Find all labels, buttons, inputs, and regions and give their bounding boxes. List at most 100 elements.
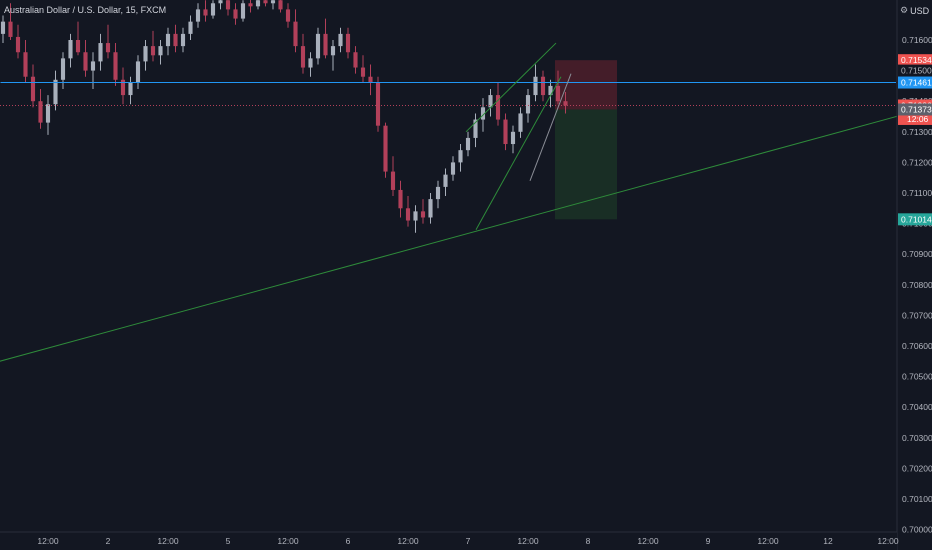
candle-body — [135, 61, 141, 83]
candle-body — [368, 76, 373, 83]
candle — [353, 46, 358, 74]
candle — [263, 0, 268, 7]
candle-body — [525, 95, 531, 114]
candle-body — [330, 46, 336, 56]
candle — [300, 33, 306, 74]
candle-body — [90, 61, 96, 71]
candle-body — [315, 33, 321, 59]
candle-body — [53, 79, 58, 105]
candle-body — [323, 33, 328, 56]
price-badge-label-target: 0.71014 — [901, 214, 932, 224]
candle — [105, 24, 111, 59]
candle-body — [83, 52, 88, 71]
currency-button[interactable]: ⚙ USD — [900, 4, 930, 17]
candle-body — [540, 76, 546, 96]
candle-body — [68, 40, 73, 59]
candle — [23, 40, 28, 83]
candle-body — [428, 199, 433, 218]
candle — [128, 76, 133, 105]
price-badge-stop — [898, 54, 932, 67]
candle-body — [420, 211, 426, 218]
candle — [420, 199, 426, 224]
price-tick-label: 0.71100 — [902, 188, 932, 198]
candle-body — [338, 33, 343, 47]
symbol-legend[interactable]: Australian Dollar / U.S. Dollar, 15, FXC… — [4, 5, 167, 15]
candle — [345, 27, 351, 59]
candle-body — [465, 137, 471, 151]
candle-body — [270, 0, 276, 4]
candle — [8, 3, 13, 40]
candle — [360, 55, 366, 83]
price-tick-label: 0.70400 — [902, 402, 932, 412]
candle — [293, 9, 298, 53]
candle-body — [383, 125, 388, 172]
price-axis-background — [897, 0, 932, 550]
candle — [435, 180, 441, 209]
candle-body — [98, 43, 103, 62]
candle — [165, 27, 171, 56]
candle-body — [390, 171, 396, 190]
candle-body — [375, 82, 381, 126]
candle — [45, 95, 51, 135]
candle-body — [495, 95, 501, 120]
price-badge-label-entry: 0.71373 — [901, 104, 932, 114]
candle-body — [143, 46, 148, 62]
candle — [540, 70, 546, 102]
price-axis[interactable]: 0.716000.715000.714000.713000.712000.711… — [896, 0, 932, 550]
time-tick-label: 5 — [226, 536, 231, 546]
candle-body — [195, 9, 201, 22]
take-profit-zone[interactable] — [555, 109, 617, 220]
price-badge-hline — [898, 76, 932, 89]
candle — [510, 125, 516, 154]
time-axis[interactable]: 12:00 2 12:00 5 12:00 6 12:00 7 12:00 8 12:00 9 12:0… — [0, 531, 899, 550]
projection-line[interactable] — [529, 73, 572, 181]
time-tick-label: 7 — [466, 536, 471, 546]
candle-body — [548, 85, 553, 96]
candle — [465, 131, 471, 157]
candle — [143, 40, 148, 71]
price-tick-label: 0.70700 — [902, 310, 932, 320]
price-tick-label: 0.70500 — [902, 372, 932, 382]
candle-body — [180, 33, 186, 47]
candle-body — [435, 186, 441, 200]
long-trendline[interactable] — [0, 102, 932, 378]
candle — [375, 76, 381, 132]
price-tick-label: 0.70100 — [902, 494, 932, 504]
candle — [315, 27, 321, 65]
candle-body — [285, 9, 291, 22]
channel-lower-line[interactable] — [475, 76, 562, 230]
price-badge-label-stop: 0.71534 — [901, 55, 932, 65]
candle-body — [210, 3, 216, 16]
candle-body — [308, 58, 313, 68]
candle — [503, 113, 508, 151]
candle — [135, 55, 141, 89]
candle — [225, 0, 231, 16]
candle — [405, 196, 411, 227]
candle-body — [75, 40, 81, 53]
candle — [195, 3, 201, 28]
candle — [398, 180, 403, 218]
candle — [383, 122, 388, 178]
symbol-exchange: FXCM — [140, 5, 167, 15]
candle-body — [518, 113, 523, 132]
candle-body — [293, 21, 298, 47]
candle-body — [503, 119, 508, 145]
candle-body — [353, 52, 358, 68]
candle-body — [203, 9, 208, 16]
price-tick-label: 0.70800 — [902, 280, 932, 290]
candle — [308, 52, 313, 77]
candle-body — [450, 162, 456, 175]
channel-upper-line[interactable] — [465, 42, 557, 133]
candle — [120, 67, 126, 105]
candle — [98, 33, 103, 71]
candle-body — [480, 107, 486, 120]
candle — [68, 33, 73, 68]
candle-body — [8, 21, 13, 37]
price-badge-axis — [898, 64, 932, 77]
candle-body — [443, 174, 448, 187]
candle-body — [128, 82, 133, 96]
candle — [473, 113, 478, 148]
candle — [38, 88, 43, 129]
